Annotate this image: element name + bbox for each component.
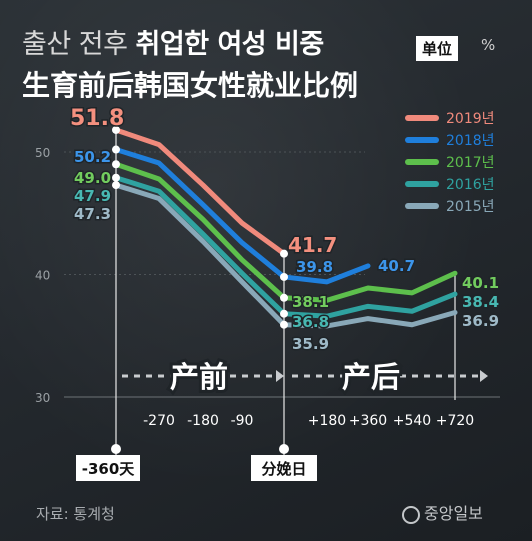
data-point — [112, 145, 120, 154]
brand-name: 중앙일보 — [424, 504, 483, 523]
data-label: 40.7 — [378, 257, 415, 275]
data-label: 47.3 — [74, 205, 111, 223]
unit-symbol: % — [481, 36, 496, 54]
x-tick-label: +360 — [349, 413, 387, 429]
data-point — [112, 125, 120, 134]
unit-label: 单位 — [416, 36, 459, 61]
data-label: 39.8 — [296, 258, 333, 276]
data-point — [280, 309, 288, 318]
title-korean: 출산 전후 취업한 여성 비중 — [22, 22, 324, 61]
series-line-2018년 — [113, 147, 371, 285]
x-tick-label: -180 — [187, 413, 219, 429]
legend-label: 2016년 — [446, 177, 495, 193]
x-tick-label: +180 — [308, 413, 346, 429]
legend-label: 2018년 — [446, 133, 495, 149]
data-point — [280, 249, 288, 258]
postnatal-arrowhead — [480, 370, 488, 382]
data-label: 41.7 — [288, 233, 337, 257]
data-point — [112, 173, 120, 182]
source-note: 자료: 통계청 — [36, 505, 115, 523]
title-korean-prefix: 출산 전후 — [22, 29, 136, 60]
marker-dot — [279, 444, 289, 454]
marker-label-start: -360天 — [82, 460, 136, 478]
data-label: 51.8 — [70, 106, 124, 131]
data-point — [112, 160, 120, 169]
marker-box — [76, 455, 140, 481]
data-label: 38.1 — [292, 293, 329, 311]
data-label: 50.2 — [74, 148, 111, 166]
data-label: 36.8 — [292, 313, 329, 331]
phase-label-prenatal: 产前 — [170, 360, 228, 394]
brand-logo: 중앙일보 — [402, 500, 483, 524]
title-chinese: 生育前后韩国女性就业比例 — [22, 69, 359, 102]
data-label: 49.0 — [74, 169, 111, 187]
data-point — [280, 320, 288, 329]
phase-label-postnatal: 产后 — [342, 360, 400, 394]
data-point — [112, 181, 120, 190]
data-label: 40.1 — [462, 274, 499, 292]
legend-label: 2017년 — [446, 155, 495, 171]
legend-label: 2019년 — [446, 111, 495, 127]
prenatal-arrowhead — [276, 370, 284, 382]
series-line-2019년 — [113, 127, 287, 257]
y-tick-label: 50 — [35, 146, 50, 160]
marker-box — [251, 455, 317, 481]
data-label: 36.9 — [462, 312, 499, 330]
data-point — [280, 293, 288, 302]
x-tick-label: +540 — [393, 413, 431, 429]
marker-dot — [111, 444, 121, 454]
marker-label-birth: 分娩日 — [261, 460, 306, 478]
data-label: 38.4 — [462, 293, 499, 311]
y-tick-label: 30 — [35, 391, 50, 405]
data-label: 35.9 — [292, 335, 329, 353]
x-tick-label: -270 — [143, 413, 175, 429]
logo-circle-icon — [402, 506, 420, 524]
title-korean-main: 취업한 여성 비중 — [135, 29, 325, 60]
data-label: 47.9 — [74, 187, 111, 205]
x-tick-label: +720 — [436, 413, 474, 429]
data-point — [280, 272, 288, 281]
legend-label: 2015년 — [446, 199, 495, 215]
x-tick-label: -90 — [231, 413, 254, 429]
y-tick-label: 40 — [35, 269, 50, 283]
